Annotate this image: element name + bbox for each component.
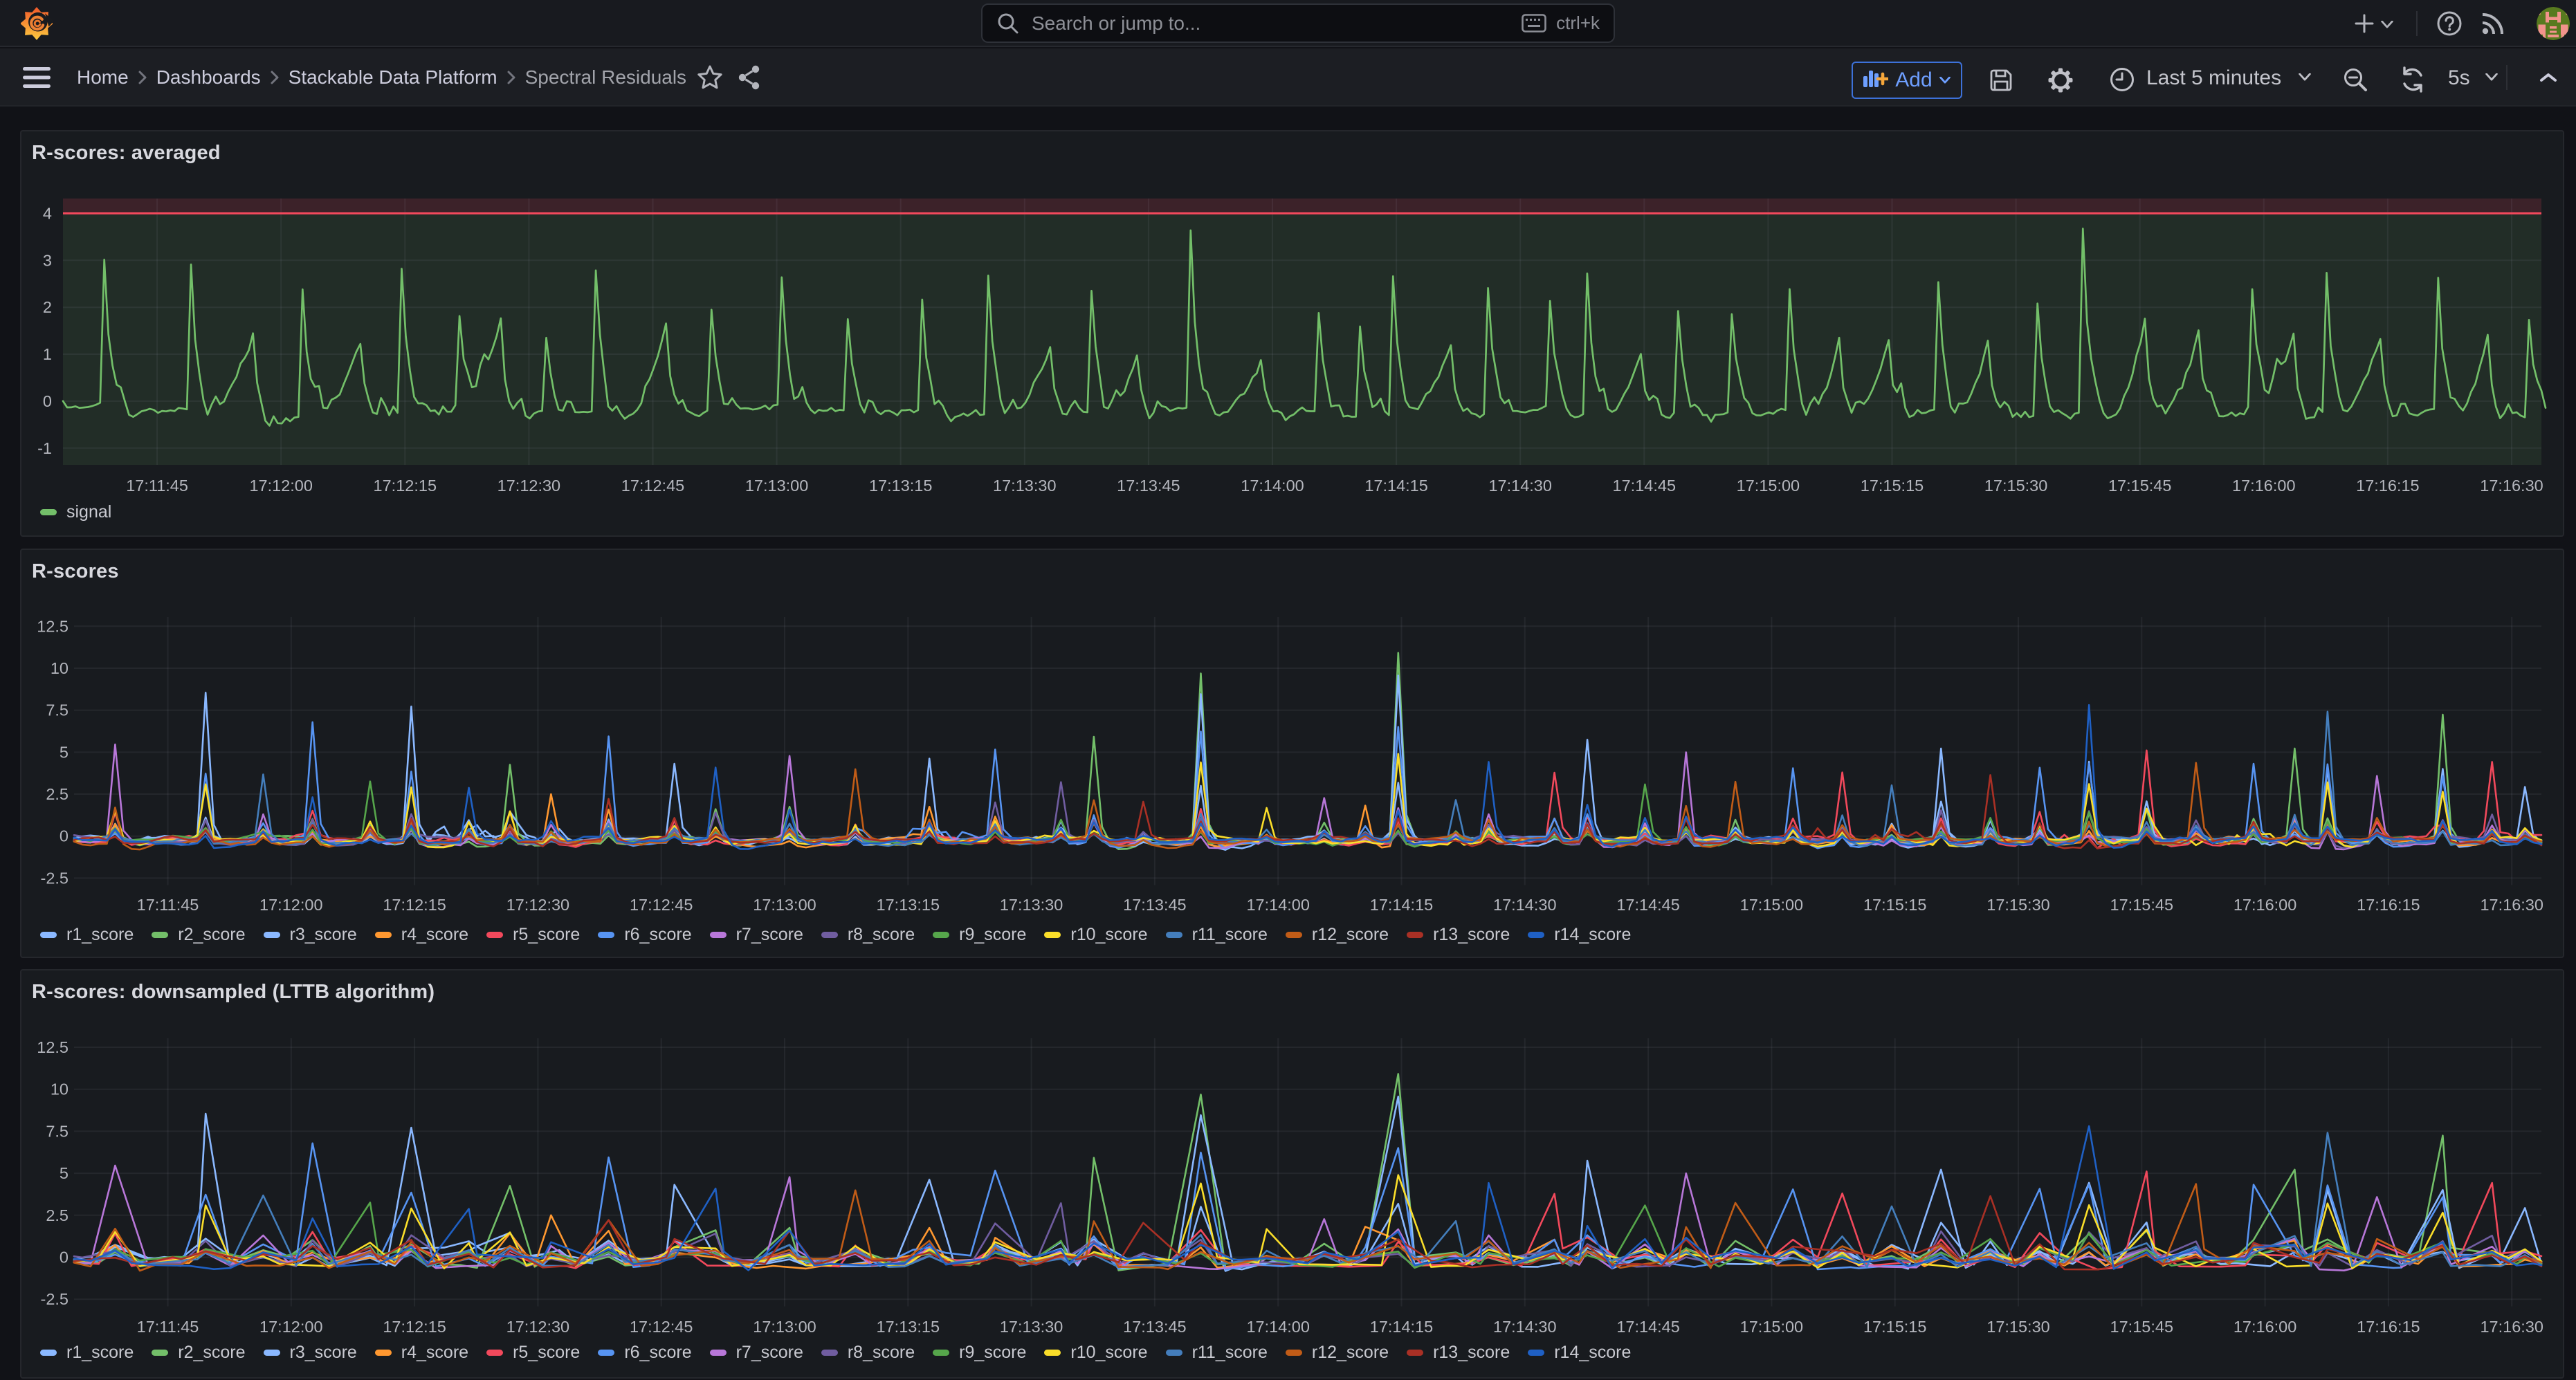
svg-text:17:13:30: 17:13:30 [1000, 1318, 1063, 1336]
svg-text:17:13:00: 17:13:00 [753, 1318, 816, 1336]
svg-text:7.5: 7.5 [46, 701, 68, 719]
svg-text:7.5: 7.5 [46, 1122, 68, 1140]
svg-text:17:14:30: 17:14:30 [1493, 1318, 1556, 1336]
svg-text:17:14:15: 17:14:15 [1370, 1318, 1433, 1336]
svg-text:17:13:30: 17:13:30 [1000, 896, 1063, 914]
svg-text:17:15:45: 17:15:45 [2108, 477, 2171, 495]
svg-text:17:13:00: 17:13:00 [753, 896, 816, 914]
svg-text:17:14:45: 17:14:45 [1613, 477, 1676, 495]
svg-text:17:12:00: 17:12:00 [249, 477, 312, 495]
svg-text:17:12:30: 17:12:30 [506, 896, 569, 914]
svg-text:17:13:30: 17:13:30 [993, 477, 1056, 495]
svg-text:10: 10 [51, 659, 68, 677]
svg-text:12.5: 12.5 [37, 617, 68, 635]
svg-text:17:13:45: 17:13:45 [1123, 1318, 1186, 1336]
svg-text:17:16:30: 17:16:30 [2480, 477, 2543, 495]
svg-text:-1: -1 [37, 439, 52, 457]
svg-text:17:11:45: 17:11:45 [137, 896, 199, 914]
svg-text:17:12:15: 17:12:15 [383, 896, 446, 914]
svg-text:17:15:15: 17:15:15 [1863, 1318, 1926, 1336]
svg-text:17:15:15: 17:15:15 [1861, 477, 1924, 495]
svg-text:17:14:45: 17:14:45 [1616, 896, 1679, 914]
svg-text:1: 1 [43, 345, 52, 363]
svg-text:0: 0 [43, 392, 52, 410]
svg-text:17:15:45: 17:15:45 [2110, 1318, 2173, 1336]
svg-text:17:11:45: 17:11:45 [137, 1318, 199, 1336]
svg-text:-2.5: -2.5 [41, 1290, 69, 1308]
svg-text:17:14:30: 17:14:30 [1493, 896, 1556, 914]
svg-text:4: 4 [43, 205, 52, 223]
svg-text:17:16:30: 17:16:30 [2480, 1318, 2543, 1336]
svg-text:17:15:00: 17:15:00 [1740, 1318, 1803, 1336]
svg-text:17:12:30: 17:12:30 [497, 477, 560, 495]
svg-text:17:15:45: 17:15:45 [2110, 896, 2173, 914]
svg-text:2.5: 2.5 [46, 785, 68, 803]
svg-text:17:16:30: 17:16:30 [2480, 896, 2543, 914]
svg-text:17:14:30: 17:14:30 [1488, 477, 1551, 495]
svg-text:17:12:45: 17:12:45 [630, 1318, 693, 1336]
svg-text:17:13:15: 17:13:15 [877, 896, 940, 914]
svg-text:5: 5 [60, 1164, 68, 1182]
svg-text:0: 0 [60, 1249, 68, 1267]
svg-text:17:16:00: 17:16:00 [2234, 896, 2296, 914]
svg-text:17:15:00: 17:15:00 [1737, 477, 1800, 495]
svg-text:17:15:30: 17:15:30 [1986, 1318, 2049, 1336]
svg-text:17:13:00: 17:13:00 [745, 477, 808, 495]
svg-text:17:14:45: 17:14:45 [1616, 1318, 1679, 1336]
svg-text:3: 3 [43, 251, 52, 269]
svg-text:17:12:45: 17:12:45 [630, 896, 693, 914]
svg-text:17:16:15: 17:16:15 [2357, 1318, 2420, 1336]
svg-text:17:11:45: 17:11:45 [126, 477, 188, 495]
svg-text:17:12:15: 17:12:15 [383, 1318, 446, 1336]
svg-text:17:14:00: 17:14:00 [1246, 1318, 1309, 1336]
svg-text:17:16:00: 17:16:00 [2234, 1318, 2296, 1336]
svg-text:17:13:15: 17:13:15 [877, 1318, 940, 1336]
svg-text:17:16:15: 17:16:15 [2356, 477, 2419, 495]
svg-text:17:13:45: 17:13:45 [1123, 896, 1186, 914]
svg-text:17:12:15: 17:12:15 [374, 477, 437, 495]
svg-text:17:13:15: 17:13:15 [869, 477, 932, 495]
svg-text:0: 0 [60, 827, 68, 845]
svg-text:17:15:30: 17:15:30 [1986, 896, 2049, 914]
svg-text:17:15:00: 17:15:00 [1740, 896, 1803, 914]
svg-text:5: 5 [60, 743, 68, 761]
svg-text:-2.5: -2.5 [41, 869, 69, 887]
svg-text:17:14:00: 17:14:00 [1246, 896, 1309, 914]
svg-text:17:15:15: 17:15:15 [1863, 896, 1926, 914]
svg-text:17:14:15: 17:14:15 [1364, 477, 1427, 495]
svg-text:17:15:30: 17:15:30 [1984, 477, 2047, 495]
svg-text:17:16:15: 17:16:15 [2357, 896, 2420, 914]
svg-text:17:16:00: 17:16:00 [2232, 477, 2295, 495]
svg-text:2: 2 [43, 298, 52, 316]
svg-text:17:13:45: 17:13:45 [1117, 477, 1180, 495]
svg-text:17:14:00: 17:14:00 [1241, 477, 1304, 495]
svg-text:12.5: 12.5 [37, 1038, 68, 1056]
svg-text:2.5: 2.5 [46, 1206, 68, 1224]
svg-text:17:12:30: 17:12:30 [506, 1318, 569, 1336]
svg-text:17:12:45: 17:12:45 [621, 477, 684, 495]
svg-text:10: 10 [51, 1080, 68, 1098]
svg-text:17:12:00: 17:12:00 [259, 896, 322, 914]
svg-text:17:12:00: 17:12:00 [259, 1318, 322, 1336]
svg-text:17:14:15: 17:14:15 [1370, 896, 1433, 914]
